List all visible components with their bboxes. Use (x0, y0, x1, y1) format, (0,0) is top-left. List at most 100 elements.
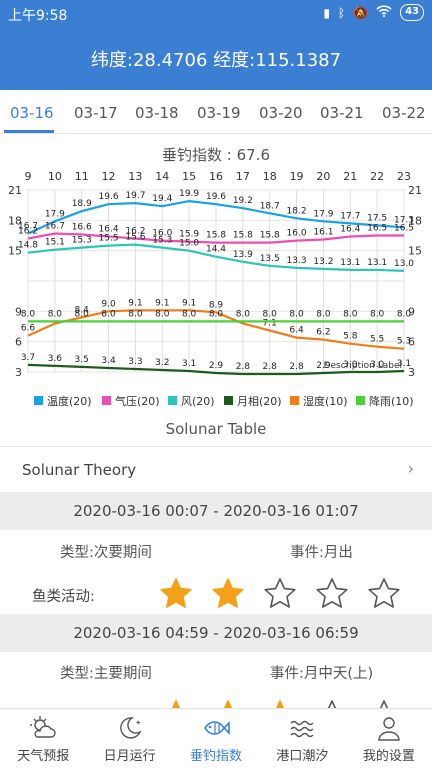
tab-underline (4, 130, 54, 133)
tab-date-3[interactable]: 03-19 (197, 104, 241, 122)
data-label: 16.5 (394, 224, 414, 234)
data-label: 2.9 (209, 361, 224, 371)
data-label: 3.1 (182, 359, 196, 369)
x-tick-label: 23 (397, 170, 411, 183)
chevron-right-icon: › (407, 459, 414, 478)
data-label: 8.0 (128, 309, 143, 319)
fish-activity-label: 鱼类活动: (32, 589, 95, 605)
data-label: 18.7 (260, 201, 280, 211)
data-label: 8.0 (236, 309, 251, 319)
data-label: 19.7 (125, 191, 145, 201)
status-icons: ▮ ᛒ 🔕 43 (323, 4, 424, 21)
legend-entry: 降雨(10) (369, 394, 414, 408)
nav-port-tide[interactable]: 港口潮汐 (259, 709, 345, 768)
tab-date-6[interactable]: 03-22 (382, 104, 426, 122)
x-tick-label: 15 (182, 170, 196, 183)
data-label: 16.4 (99, 225, 119, 235)
bottom-navigation: 天气预报 日月运行 垂钓指数 港口潮汐 我的设置 (0, 708, 432, 768)
star-empty-icon (316, 578, 348, 608)
tab-date-5[interactable]: 03-21 (320, 104, 364, 122)
data-label: 8.0 (343, 309, 358, 319)
data-label: 19.6 (99, 192, 119, 202)
legend-swatch (168, 396, 177, 405)
coordinates-title: 纬度:28.4706 经度:115.1387 (90, 50, 342, 71)
chart-svg: 9 10 11 12 13 14 15 16 17 18 19 20 21 22 233 36 69 915 151… (8, 170, 422, 408)
date-tabs: 03-16 03-17 03-18 03-19 03-20 03-21 03-2… (0, 90, 432, 134)
series-line-3 (27, 363, 405, 376)
chart-annotation: Description Label (324, 361, 402, 371)
x-tick-label: 14 (155, 170, 169, 183)
period-event: 事件:月中天(上) (270, 666, 374, 682)
fishing-index-chart: 垂钓指数 : 67.6 9 10 11 12 13 14 15 16 17 18 19 20 21 22 2… (0, 134, 432, 416)
nav-label: 天气预报 (17, 749, 70, 764)
solunar-theory-label: Solunar Theory (22, 461, 137, 479)
nav-settings[interactable]: 我的设置 (346, 709, 432, 768)
star-filled-icon (212, 578, 244, 608)
data-label: 8.0 (48, 309, 63, 319)
data-label: 8.0 (289, 309, 304, 319)
wifi-icon (376, 5, 392, 20)
tab-date-1[interactable]: 03-17 (74, 104, 118, 122)
data-label: 3.6 (48, 354, 63, 364)
legend-entry: 气压(20) (115, 394, 160, 408)
data-label: 8.0 (316, 309, 331, 319)
data-label: 8.0 (101, 309, 116, 319)
tab-date-0[interactable]: 03-16 (10, 104, 54, 122)
data-label: 5.5 (370, 335, 384, 345)
legend-entry: 湿度(10) (303, 394, 348, 408)
data-label: 3.2 (155, 358, 169, 368)
x-tick-label: 17 (236, 170, 250, 183)
legend-swatch (102, 396, 111, 405)
data-label: 16.2 (125, 227, 145, 237)
data-label: 16.5 (367, 224, 387, 234)
legend-entry: 月相(20) (237, 395, 282, 408)
data-label: 15.8 (233, 231, 253, 241)
data-label: 15.1 (45, 238, 65, 248)
data-label: 15.8 (260, 231, 280, 241)
data-label: 14.4 (206, 245, 226, 255)
y-tick-label-left: 21 (8, 184, 22, 197)
nav-weather[interactable]: 天气预报 (0, 709, 86, 768)
data-label: 3.0 (370, 360, 385, 370)
y-tick-label-right: 18 (408, 214, 422, 227)
y-tick-label-left: 15 (8, 245, 22, 258)
nav-fishing-index[interactable]: 垂钓指数 (173, 709, 259, 768)
data-label: 8.0 (75, 309, 90, 319)
data-label: 18.9 (72, 199, 92, 209)
data-label: 13.3 (287, 256, 307, 266)
legend-swatch (356, 396, 365, 405)
y-tick-label-left: 18 (8, 214, 22, 227)
series-line-4 (27, 309, 405, 350)
data-label: 3.1 (397, 359, 411, 369)
period-range-text: 2020-03-16 00:07 - 2020-03-16 01:07 (73, 502, 359, 520)
x-tick-label: 19 (290, 170, 304, 183)
nav-label: 我的设置 (362, 749, 415, 764)
data-label: 7.1 (263, 319, 277, 329)
period-range-1: 2020-03-16 04:59 - 2020-03-16 06:59 (0, 614, 432, 652)
nav-label: 港口潮汐 (276, 749, 329, 764)
solunar-theory-row[interactable]: Solunar Theory › (0, 446, 432, 492)
star-empty-icon (368, 578, 400, 608)
legend-entry: 风(20) (181, 395, 215, 408)
data-label: 13.0 (394, 259, 414, 269)
nav-label: 日月运行 (103, 749, 156, 764)
data-label: 9.1 (128, 298, 142, 308)
data-label: 18.2 (287, 206, 307, 216)
data-label: 19.4 (152, 194, 172, 204)
series-line-1 (27, 232, 404, 244)
tab-date-2[interactable]: 03-18 (135, 104, 179, 122)
data-label: 15.5 (99, 234, 119, 244)
period-range-0: 2020-03-16 00:07 - 2020-03-16 01:07 (0, 492, 432, 530)
y-tick-label-right: 6 (408, 336, 415, 349)
nav-sun-moon[interactable]: 日月运行 (86, 709, 172, 768)
data-label: 16.7 (18, 221, 38, 231)
mute-icon: 🔕 (353, 5, 369, 20)
fish-activity-stars (158, 576, 402, 612)
series-line-0 (27, 199, 405, 235)
data-label: 15.3 (72, 236, 92, 246)
bluetooth-icon: ᛒ (337, 5, 346, 20)
data-label: 17.9 (313, 209, 333, 219)
data-label: 2.8 (263, 362, 278, 372)
data-label: 15.6 (125, 233, 145, 243)
tab-date-4[interactable]: 03-20 (259, 104, 303, 122)
